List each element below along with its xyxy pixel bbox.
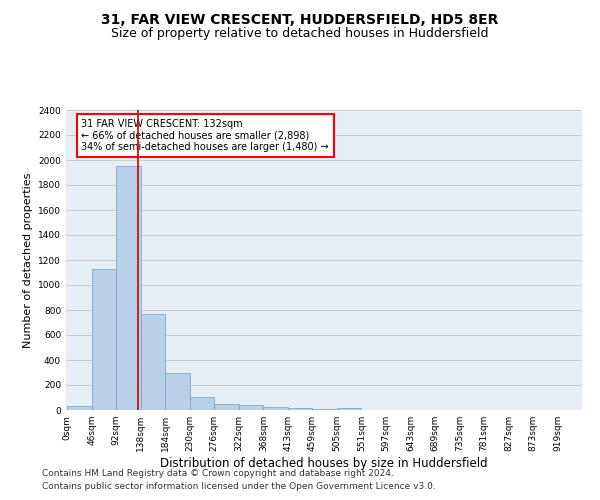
X-axis label: Distribution of detached houses by size in Huddersfield: Distribution of detached houses by size … [160,457,488,470]
Text: 31 FAR VIEW CRESCENT: 132sqm
← 66% of detached houses are smaller (2,898)
34% of: 31 FAR VIEW CRESCENT: 132sqm ← 66% of de… [82,119,329,152]
Bar [214,404,239,410]
Bar [313,409,337,410]
Bar [288,408,313,410]
Bar [239,405,263,410]
Bar [92,269,116,410]
Bar [337,408,361,410]
Y-axis label: Number of detached properties: Number of detached properties [23,172,32,348]
Bar [67,406,92,410]
Text: Contains HM Land Registry data © Crown copyright and database right 2024.: Contains HM Land Registry data © Crown c… [42,468,394,477]
Bar [165,372,190,410]
Bar [141,314,165,410]
Text: Contains public sector information licensed under the Open Government Licence v3: Contains public sector information licen… [42,482,436,491]
Bar [190,397,214,410]
Text: Size of property relative to detached houses in Huddersfield: Size of property relative to detached ho… [111,28,489,40]
Bar [116,166,141,410]
Bar [263,407,288,410]
Text: 31, FAR VIEW CRESCENT, HUDDERSFIELD, HD5 8ER: 31, FAR VIEW CRESCENT, HUDDERSFIELD, HD5… [101,12,499,26]
